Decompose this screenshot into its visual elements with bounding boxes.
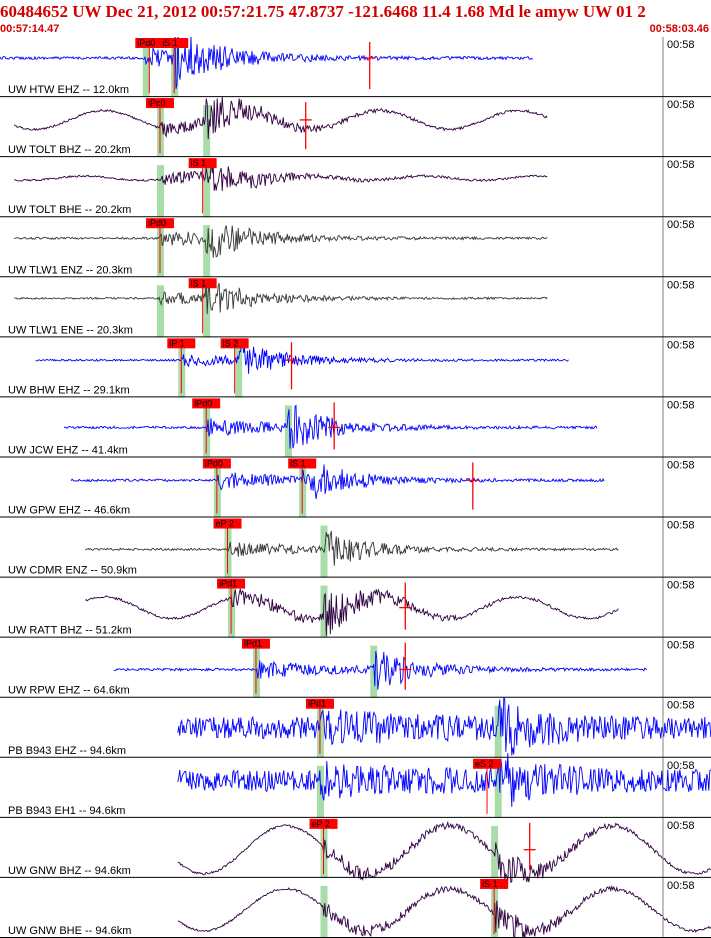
trace-waveform: [177, 884, 711, 938]
pick-label: iPc0: [148, 98, 166, 108]
station-label: UW TLW1 ENZ -- 20.3km: [8, 264, 132, 276]
pick-box: [220, 338, 249, 349]
pick-label: iPd1: [244, 639, 262, 649]
pick-label: iS 1: [162, 38, 178, 48]
trace-waveform: [13, 225, 548, 258]
minute-tick-label: 00:58: [667, 760, 695, 772]
pick-label: iPd0: [137, 38, 155, 48]
pick-label: eP 2: [216, 519, 234, 529]
pick-box: [160, 38, 189, 48]
pick-box: [288, 458, 317, 469]
pick-label: eS 2: [475, 759, 494, 769]
pick-label: iS 1: [482, 879, 498, 889]
minute-tick-label: 00:58: [667, 219, 695, 231]
minute-tick-label: 00:58: [667, 820, 695, 832]
event-header: 60484652 UW Dec 21, 2012 00:57:21.75 47.…: [0, 2, 646, 21]
station-label: PB B943 EH1 -- 94.6km: [8, 805, 125, 817]
pick-box: [135, 38, 164, 48]
pick-box: [241, 638, 270, 649]
minute-tick-label: 00:58: [667, 700, 695, 712]
pick-label: iPd0: [148, 218, 166, 228]
pick-label: iS 1: [191, 278, 207, 288]
trace-waveform: [85, 588, 619, 636]
end-time-label: 00:58:03.46: [649, 23, 709, 35]
trace-waveform: [85, 530, 619, 566]
station-label: UW GNW BHZ -- 94.6km: [8, 865, 131, 877]
trace-waveform: [177, 696, 711, 756]
trace-waveform: [14, 278, 548, 315]
s-window: [203, 105, 211, 158]
trace-waveform: [70, 464, 605, 500]
trace-waveform: [113, 651, 648, 690]
station-label: UW RATT BHZ -- 51.2km: [8, 625, 132, 637]
pick-label: iS 1: [290, 458, 306, 468]
seismogram-plot: iPd0 iS 1 00:58 UW HTW EHZ -- 12.0km iPc0 00:…: [0, 37, 711, 938]
pick-label: iP 1: [169, 338, 184, 348]
pick-box: [188, 278, 217, 289]
pick-box: [217, 578, 246, 589]
s-window: [203, 225, 211, 278]
pick-box: [145, 218, 174, 229]
trace-waveform: [13, 96, 548, 140]
station-label: UW HTW EHZ -- 12.0km: [8, 84, 129, 96]
trace-waveform: [35, 340, 569, 374]
trace-waveform: [63, 404, 598, 449]
station-label: UW RPW EHZ -- 64.6km: [8, 685, 130, 697]
minute-tick-label: 00:58: [667, 459, 695, 471]
start-time-label: 00:57:14.47: [0, 23, 60, 35]
station-label: UW GPW EHZ -- 46.6km: [8, 505, 130, 517]
station-label: UW GNW BHE -- 94.6km: [8, 925, 131, 937]
minute-tick-label: 00:58: [667, 640, 695, 652]
minute-tick-label: 00:58: [667, 279, 695, 291]
p-window: [156, 285, 164, 338]
minute-tick-label: 00:58: [667, 39, 695, 51]
pick-box: [202, 458, 231, 469]
s-window: [491, 825, 499, 878]
station-label: PB B943 EHZ -- 94.6km: [8, 745, 126, 757]
trace-waveform: [0, 37, 534, 89]
pick-label: eP 2: [312, 819, 330, 829]
pick-box: [145, 98, 174, 109]
station-label: UW JCW EHZ -- 41.4km: [8, 444, 128, 456]
station-label: UW TLW1 ENE -- 20.3km: [8, 324, 133, 336]
minute-tick-label: 00:58: [667, 399, 695, 411]
s-window: [494, 765, 502, 818]
station-label: UW CDMR ENZ -- 50.9km: [8, 565, 137, 577]
minute-tick-label: 00:58: [667, 339, 695, 351]
pick-label: iPd1: [219, 579, 237, 589]
pick-box: [192, 398, 221, 409]
pick-box: [213, 518, 242, 529]
p-window: [156, 165, 164, 218]
s-window: [235, 345, 243, 398]
pick-label: iPd0: [205, 458, 223, 468]
minute-tick-label: 00:58: [667, 580, 695, 592]
station-label: UW BHW EHZ -- 29.1km: [8, 384, 130, 396]
trace-waveform: [13, 159, 548, 192]
trace-waveform: [177, 753, 711, 807]
pick-label: iS 2: [223, 338, 239, 348]
station-label: UW TOLT BHE -- 20.2km: [8, 204, 131, 216]
pick-box: [305, 698, 334, 709]
pick-label: iS 1: [191, 158, 207, 168]
pick-box: [473, 758, 502, 769]
pick-box: [309, 818, 338, 829]
pick-label: iPd1: [308, 699, 326, 709]
trace-waveform: [177, 820, 711, 883]
minute-tick-label: 00:58: [667, 520, 695, 532]
s-window: [284, 405, 292, 458]
p-window: [142, 45, 150, 98]
s-window: [203, 165, 211, 218]
minute-tick-label: 00:58: [667, 159, 695, 171]
station-label: UW TOLT BHZ -- 20.2km: [8, 144, 131, 156]
pick-box: [188, 158, 217, 169]
minute-tick-label: 00:58: [667, 99, 695, 111]
s-window: [494, 705, 502, 758]
pick-box: [480, 878, 509, 889]
minute-tick-label: 00:58: [667, 880, 695, 892]
pick-box: [167, 338, 196, 349]
pick-label: iPd0: [194, 398, 212, 408]
